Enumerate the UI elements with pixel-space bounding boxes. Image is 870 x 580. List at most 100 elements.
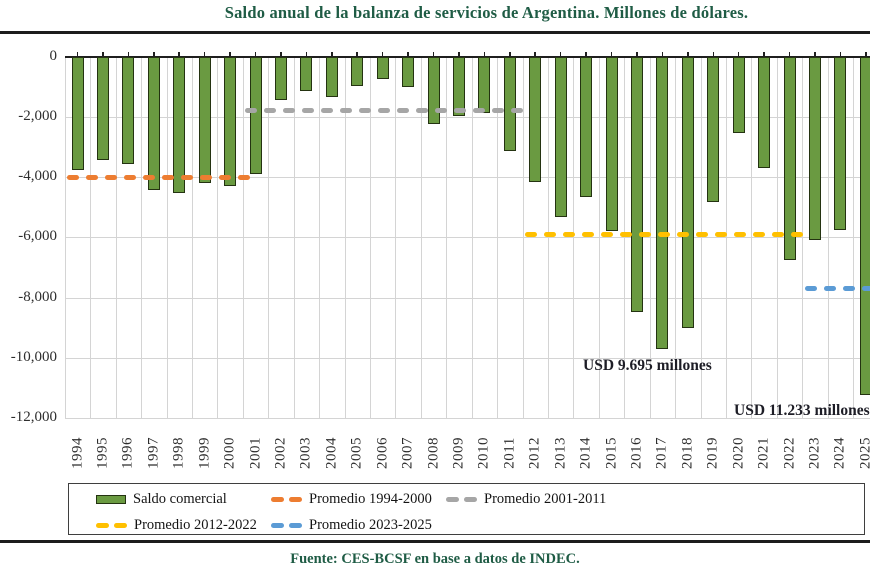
top-rule [0,31,870,34]
bar-2019 [707,57,720,203]
x-tick-label: 2017 [653,437,670,469]
y-tick-label: -8,000 [18,288,57,305]
x-tick-label: 2004 [323,437,340,469]
bar-2011 [503,57,516,152]
bar-1996 [122,57,135,164]
x-gridline [751,56,753,419]
axis-tick [483,52,486,56]
promedio-line-promedio-2012-2022 [639,231,652,237]
x-gridline [64,56,66,419]
y-gridline [65,177,870,179]
x-gridline [853,56,855,419]
bar-2013 [554,57,567,217]
bar-1998 [173,57,186,193]
y-gridline [65,237,870,239]
bar-2025 [859,57,870,396]
legend-dash-swatch-icon [96,522,127,528]
x-tick-label: 1995 [94,437,111,469]
legend-item-label: Saldo comercial [133,490,227,507]
promedio-line-promedio-2001-2011 [264,108,277,114]
bar-1995 [96,57,109,161]
x-tick-label: 2010 [475,437,492,469]
promedio-line-promedio-2023-2025 [823,286,836,292]
y-gridline [65,418,870,420]
x-gridline [217,56,219,419]
promedio-line-promedio-2012-2022 [696,231,709,237]
legend-item-label: Promedio 2012-2022 [134,516,257,533]
dash-segment-icon [114,522,127,528]
x-gridline [624,56,626,419]
x-tick-label: 1997 [145,437,162,469]
promedio-line-promedio-2012-2022 [525,231,538,237]
x-tick-label: 2002 [272,437,289,469]
axis-tick [610,52,613,56]
bar-2024 [834,57,847,231]
x-gridline [497,56,499,419]
bar-2009 [452,57,465,116]
promedio-line-promedio-2012-2022 [772,231,785,237]
plot-area: 0 -2,000 -4,000 -6,000 -8,000 -10,000 -12,000 1… [10,48,870,469]
bar-2020 [732,57,745,134]
axis-tick [407,52,409,56]
axis-tick [305,52,308,56]
legend-item-promedio-2012-2022: Promedio 2012-2022 [96,517,257,533]
x-gridline [166,56,168,419]
promedio-line-promedio-2012-2022 [601,231,614,237]
x-axis-line [65,55,870,58]
x-tick-label: 2006 [374,437,391,469]
bar-2012 [529,57,542,182]
bar-2018 [681,57,694,328]
x-gridline [547,56,549,419]
bar-2014 [580,57,593,197]
bar-2004 [325,57,338,98]
promedio-line-promedio-1994-2000 [105,174,118,180]
bar-2016 [630,57,643,313]
x-tick-label: 2018 [679,437,696,469]
x-tick-label: 2021 [755,437,772,469]
axis-tick [509,52,511,56]
axis-tick [76,52,79,56]
promedio-line-promedio-1994-2000 [200,174,213,180]
x-tick-label: 2009 [450,437,467,469]
x-gridline [191,56,193,419]
x-gridline [802,56,804,419]
legend-bar-swatch-icon [96,494,126,504]
x-gridline [598,56,600,419]
y-tick-label: -4,000 [18,168,57,185]
promedio-line-promedio-2023-2025 [861,286,870,292]
promedio-line-promedio-1994-2000 [124,174,137,180]
bar-2000 [224,57,237,187]
axis-tick [839,52,842,56]
x-gridline [446,56,448,419]
bottom-rule [0,540,870,543]
axis-tick [203,52,206,56]
legend-box: Saldo comercial Promedio 1994-2000 Promedi… [68,483,865,535]
promedio-line-promedio-2001-2011 [359,108,372,114]
dash-segment-icon [271,496,284,502]
x-tick-label: 2020 [730,437,747,469]
x-gridline [649,56,651,419]
axis-tick [280,52,282,56]
promedio-line-promedio-2012-2022 [791,231,804,237]
axis-tick [788,52,791,56]
dash-segment-icon [271,522,284,528]
axis-tick [432,52,435,56]
legend-item-label: Promedio 1994-2000 [309,490,432,507]
dash-segment-icon [289,522,302,528]
bar-2010 [478,57,491,114]
bar-2005 [351,57,364,86]
x-gridline [725,56,727,419]
axis-tick [254,52,257,56]
bar-1999 [198,57,211,184]
dash-segment-icon [464,496,477,502]
promedio-line-promedio-2001-2011 [454,108,467,114]
x-tick-label: 2016 [628,437,645,469]
promedio-line-promedio-2001-2011 [378,108,391,114]
promedio-line-promedio-2001-2011 [321,108,334,114]
x-gridline [827,56,829,419]
x-tick-label: 2022 [781,437,798,469]
promedio-line-promedio-1994-2000 [86,174,99,180]
y-tick-label: -12,000 [10,409,57,426]
y-tick-label: -6,000 [18,228,57,245]
promedio-line-promedio-2001-2011 [416,108,429,114]
